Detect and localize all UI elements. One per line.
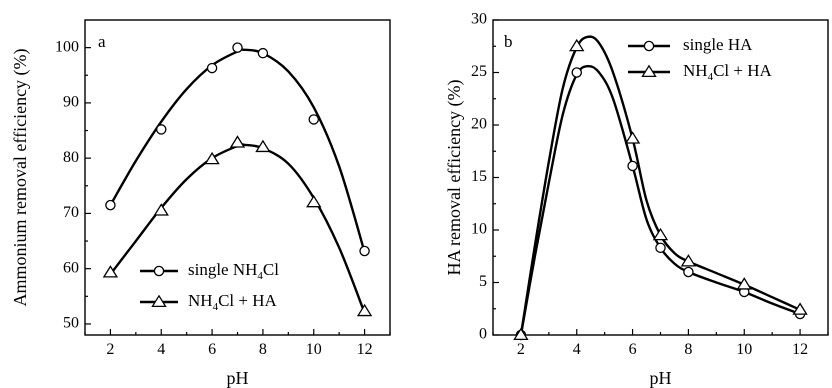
series-line-2 <box>109 143 366 314</box>
data-point-triangle <box>102 265 119 278</box>
data-point-circle <box>232 42 243 53</box>
y-tick-label: 25 <box>471 63 487 80</box>
panel-b: 2 4 6 8 10 12 0 5 10 15 20 25 30 pH HA removal efficie… <box>444 11 829 388</box>
series-line-1 <box>109 48 366 253</box>
data-point-triangle <box>204 151 220 165</box>
y-tick-label: 15 <box>471 168 487 185</box>
x-tick-label: 6 <box>208 341 216 358</box>
y-tick-label: 10 <box>471 221 487 238</box>
x-tick-label: 6 <box>629 341 637 358</box>
legend-entry-label: NH4Cl + HA <box>188 291 277 313</box>
y-tick-label: 100 <box>55 38 79 55</box>
data-point-circle <box>206 62 218 74</box>
plot-frame <box>84 19 391 336</box>
data-point-circle <box>571 67 583 78</box>
data-point-triangle <box>513 327 529 340</box>
x-tick-label: 4 <box>573 341 581 358</box>
legend-marker-triangle <box>641 64 657 77</box>
data-point-circle <box>655 242 666 254</box>
panel-letter: b <box>504 32 513 51</box>
x-tick-label: 10 <box>736 341 752 358</box>
legend-marker-circle <box>643 40 655 52</box>
data-point-triangle <box>153 203 169 216</box>
y-tick-label: 20 <box>471 116 487 133</box>
y-tick-label: 0 <box>479 326 487 343</box>
x-tick-label: 2 <box>106 341 114 358</box>
x-tick-label: 2 <box>517 341 525 358</box>
data-point-circle <box>683 266 694 278</box>
y-tick-label: 60 <box>63 259 79 276</box>
y-tick-label: 70 <box>63 204 79 221</box>
x-axis-title: pH <box>227 368 249 388</box>
data-point-triangle <box>306 194 322 208</box>
x-tick-label: 12 <box>357 341 373 358</box>
legend-entry-label: NH4Cl + HA <box>683 61 772 83</box>
data-point-triangle <box>569 38 585 52</box>
plot-frame <box>492 19 829 336</box>
x-tick-label: 8 <box>684 341 692 358</box>
data-point-triangle <box>792 302 808 315</box>
y-tick-label: 50 <box>63 315 79 332</box>
x-tick-label: 10 <box>306 341 322 358</box>
data-point-triangle <box>680 254 697 267</box>
data-point-triangle <box>736 277 752 290</box>
x-tick-label: 8 <box>259 341 267 358</box>
data-point-triangle <box>356 303 373 317</box>
y-tick-label: 30 <box>471 11 487 28</box>
legend-marker-circle <box>153 265 165 277</box>
legend-entry-label: single HA <box>683 35 753 54</box>
legend-entry-label: single NH4Cl <box>188 260 279 282</box>
data-point-circle <box>105 199 116 211</box>
series-line-1 <box>519 64 801 336</box>
y-axis-title: HA removal efficiency (%) <box>444 79 465 275</box>
data-point-circle <box>359 245 370 257</box>
series-line-2 <box>519 35 801 336</box>
data-point-circle <box>155 124 167 135</box>
data-point-triangle <box>624 131 641 144</box>
data-point-triangle <box>255 139 271 153</box>
data-point-circle <box>308 114 319 125</box>
data-point-circle <box>257 47 269 59</box>
x-axis-title: pH <box>650 368 672 388</box>
x-tick-label: 4 <box>157 341 165 358</box>
legend-marker-triangle <box>151 294 167 307</box>
y-tick-label: 90 <box>63 94 79 111</box>
panel-a: 2 4 6 8 10 12 50 60 70 80 90 100 pH Ammonium removal … <box>10 19 391 388</box>
data-point-triangle <box>229 135 246 148</box>
y-tick-label: 80 <box>63 149 79 166</box>
x-tick-label: 12 <box>792 341 808 358</box>
y-axis-title: Ammonium removal efficiency (%) <box>10 48 31 306</box>
panel-letter: a <box>98 32 106 51</box>
data-point-triangle <box>652 227 669 241</box>
data-point-circle <box>627 160 638 172</box>
y-tick-label: 5 <box>479 273 487 290</box>
